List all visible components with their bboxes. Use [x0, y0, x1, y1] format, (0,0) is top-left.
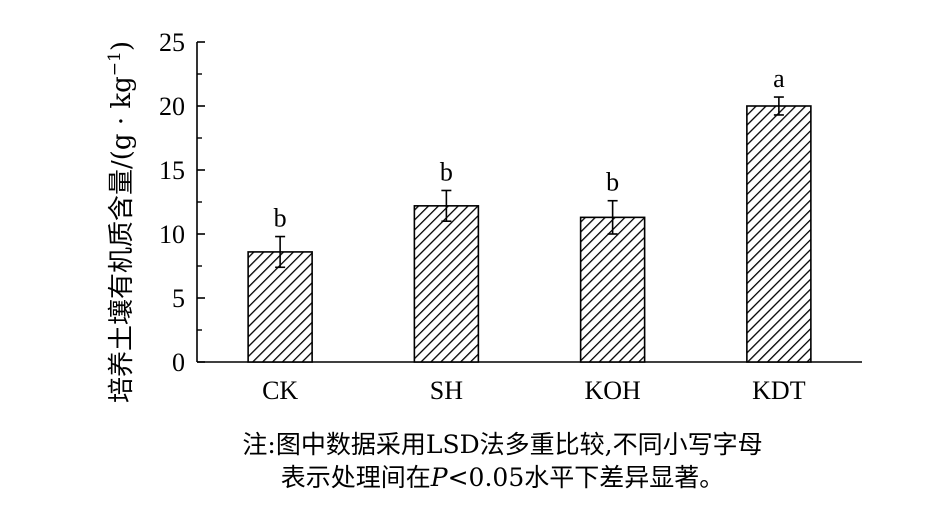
note-line-1: 注:图中数据采用LSD法多重比较,不同小写字母 [30, 430, 945, 460]
y-tick-label: 0 [172, 348, 185, 377]
y-axis-title-main: 培养土壤有机质含量/(g · kg [107, 76, 137, 403]
note-text-2-italic: P [430, 463, 448, 492]
x-tick-label-sh: SH [430, 376, 463, 405]
note-text-2-suffix: <0.05水平下差异显著。 [447, 463, 725, 492]
y-axis-title: 培养土壤有机质含量/(g · kg−1) [105, 41, 137, 403]
bar-ck [247, 251, 313, 363]
bar-chart: 0 5 10 15 20 25 b CK b SH b KOH a KDT 培养土壤有机质含量/(g ·… [105, 28, 862, 405]
significance-letter-kdt: a [773, 64, 785, 93]
y-tick-label: 10 [159, 220, 185, 249]
bar-kdt [746, 105, 812, 363]
x-tick-label-ck: CK [262, 376, 298, 405]
bar-sh [413, 205, 480, 363]
x-tick-label-kdt: KDT [752, 376, 806, 405]
y-tick-label: 20 [159, 92, 185, 121]
note-line-2: 表示处理间在P<0.05水平下差异显著。 [30, 463, 945, 493]
significance-letter-koh: b [606, 168, 619, 197]
labels: b CK b SH b KOH a KDT [262, 64, 806, 405]
significance-letter-ck: b [274, 204, 287, 233]
bar-koh [579, 216, 646, 363]
y-axis-title-superscript: −1 [105, 51, 125, 76]
bars [247, 96, 812, 363]
note-text-1: 注:图中数据采用LSD法多重比较,不同小写字母 [242, 430, 763, 459]
note-text-2-prefix: 表示处理间在 [280, 463, 431, 492]
y-tick-label: 15 [159, 156, 185, 185]
x-tick-label-koh: KOH [584, 376, 641, 405]
y-tick-label: 5 [172, 284, 185, 313]
y-axis-title-close: ) [107, 41, 137, 51]
significance-letter-sh: b [440, 157, 453, 186]
y-tick-label: 25 [159, 28, 185, 57]
